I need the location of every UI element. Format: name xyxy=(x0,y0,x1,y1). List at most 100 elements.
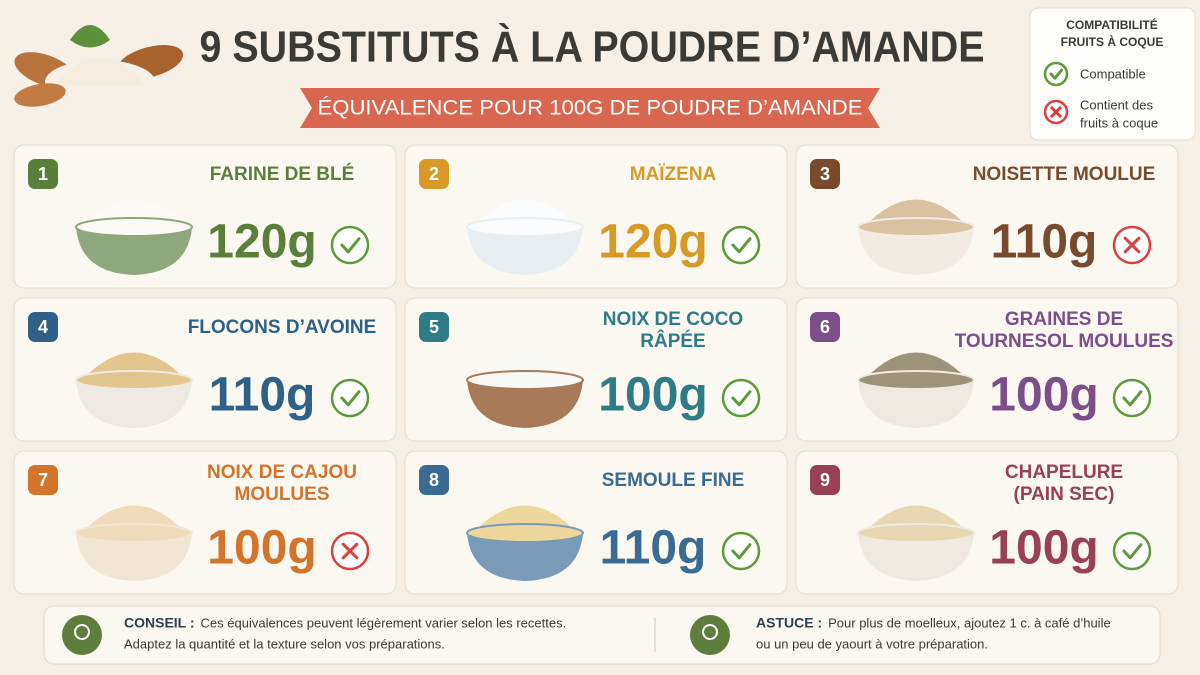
icon-check xyxy=(1122,543,1143,560)
cross-icon xyxy=(1112,225,1152,265)
card-name: CHAPELURE xyxy=(1005,462,1123,483)
bowl xyxy=(858,533,974,581)
icon-cross xyxy=(341,542,359,560)
card-amount: 100g xyxy=(989,522,1098,575)
card-number: 8 xyxy=(429,470,439,490)
card: 8 SEMOULE FINE 110g xyxy=(404,450,788,595)
bowl xyxy=(76,227,192,275)
check-icon xyxy=(721,378,761,418)
card: 4 FLOCONS D’AVOINE 110g xyxy=(13,297,397,442)
bowl-rim xyxy=(857,523,975,543)
card: 3 NOISETTE MOULUE 110g xyxy=(795,144,1179,289)
icon-ring xyxy=(1112,531,1152,571)
card-amount: 110g xyxy=(600,522,707,575)
check-icon xyxy=(1112,531,1152,571)
tip-text: ou un peu de yaourt à votre préparation. xyxy=(756,636,988,651)
card-name: NOIX DE CAJOU xyxy=(207,462,357,483)
number-badge xyxy=(28,159,58,189)
bowl xyxy=(467,533,583,581)
card-amount: 100g xyxy=(598,369,707,422)
card: 9 CHAPELURE(PAIN SEC) 100g xyxy=(795,450,1179,595)
icon-ring xyxy=(721,531,761,571)
icon-ring xyxy=(1043,61,1069,87)
card-name: MAÏZENA xyxy=(630,164,717,185)
icon-cross xyxy=(1123,236,1141,254)
subtitle-ribbon xyxy=(300,88,880,128)
card-number: 2 xyxy=(429,164,439,184)
card: 1 FARINE DE BLÉ 120g xyxy=(13,144,397,289)
card-name: TOURNESOL MOULUES xyxy=(955,331,1174,352)
number-badge xyxy=(810,312,840,342)
number-badge xyxy=(28,312,58,342)
bowl-rim xyxy=(466,523,584,543)
bowl xyxy=(467,380,583,428)
card-amount: 100g xyxy=(989,369,1098,422)
icon-check xyxy=(731,237,752,254)
icon-check xyxy=(340,390,361,407)
check-icon xyxy=(1112,378,1152,418)
check-icon xyxy=(330,378,370,418)
number-badge xyxy=(28,465,58,495)
icon-check xyxy=(1049,68,1063,80)
tip-label: CONSEIL : xyxy=(124,615,195,631)
card-name: MOULUES xyxy=(235,484,330,505)
bowl-rim xyxy=(857,370,975,390)
tip-text: Ces équivalences peuvent légèrement vari… xyxy=(201,615,567,630)
tip-icon-glyph xyxy=(702,624,718,640)
card-number: 4 xyxy=(38,317,48,337)
card-number: 5 xyxy=(429,317,439,337)
check-icon xyxy=(330,225,370,265)
bowl-rim xyxy=(75,217,193,237)
tip-icon xyxy=(62,615,102,655)
icon-check xyxy=(731,390,752,407)
card-bg xyxy=(404,144,788,289)
card-name: RÂPÉE xyxy=(640,330,705,352)
number-badge xyxy=(810,159,840,189)
tip-text: Pour plus de moelleux, ajoutez 1 c. à ca… xyxy=(828,615,1111,630)
number-badge xyxy=(810,465,840,495)
bowl xyxy=(858,380,974,428)
bowl-rim xyxy=(75,370,193,390)
card-amount: 100g xyxy=(207,522,316,575)
legend-title: COMPATIBILITÉ xyxy=(1066,17,1158,32)
card-number: 1 xyxy=(38,164,48,184)
bowl-rim xyxy=(857,217,975,237)
bowl xyxy=(858,227,974,275)
card-amount: 110g xyxy=(209,369,316,422)
check-icon xyxy=(721,225,761,265)
header-illustration xyxy=(14,25,184,107)
icon-ring xyxy=(721,225,761,265)
icon-ring xyxy=(721,378,761,418)
icon-check xyxy=(1122,390,1143,407)
card-amount: 120g xyxy=(598,216,707,269)
cross-icon xyxy=(330,531,370,571)
check-icon xyxy=(721,531,761,571)
check-icon xyxy=(1043,61,1069,87)
number-badge xyxy=(419,312,449,342)
card-name: SEMOULE FINE xyxy=(602,470,745,491)
bowl-rim xyxy=(466,217,584,237)
icon-cross xyxy=(1050,106,1062,118)
number-badge xyxy=(419,159,449,189)
icon-ring xyxy=(330,225,370,265)
icon-check xyxy=(731,543,752,560)
legend-box xyxy=(1029,7,1196,141)
title: 9 SUBSTITUTS À LA POUDRE D’AMANDE xyxy=(200,22,985,72)
number-badge xyxy=(419,465,449,495)
card-name: NOIX DE COCO xyxy=(603,309,743,330)
card-amount: 110g xyxy=(991,216,1098,269)
tip-text: Adaptez la quantité et la texture selon … xyxy=(124,636,445,651)
tip-icon xyxy=(690,615,730,655)
card-number: 9 xyxy=(820,470,830,490)
card-amount: 120g xyxy=(207,216,316,269)
legend-label: Compatible xyxy=(1080,66,1146,81)
icon-ring xyxy=(330,378,370,418)
card: 2 MAÏZENA 120g xyxy=(404,144,788,289)
icon-check xyxy=(340,237,361,254)
bowl-rim xyxy=(75,523,193,543)
